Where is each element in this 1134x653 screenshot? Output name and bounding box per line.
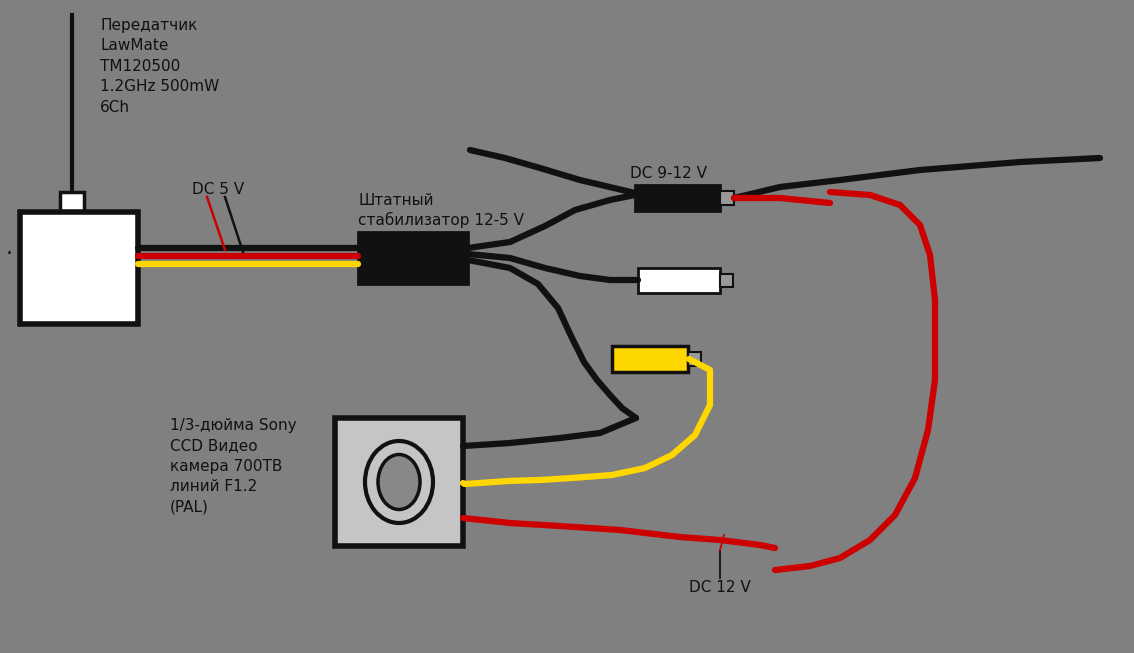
Ellipse shape — [378, 454, 420, 509]
Bar — [720, 274, 733, 287]
Text: DC 9-12 V: DC 9-12 V — [631, 166, 706, 181]
Bar — [635, 185, 720, 211]
Ellipse shape — [365, 441, 433, 523]
Bar — [720, 191, 734, 205]
Bar — [688, 352, 701, 366]
Bar — [335, 418, 463, 546]
Text: 1/3-дюйма Sony
CCD Видео
камера 700ТВ
линий F1.2
(PAL): 1/3-дюйма Sony CCD Видео камера 700ТВ ли… — [170, 418, 297, 515]
Bar — [20, 212, 138, 324]
Text: Передатчик
LawMate
TM120500
1.2GHz 500mW
6Ch: Передатчик LawMate TM120500 1.2GHz 500mW… — [100, 18, 219, 114]
Bar — [638, 268, 720, 293]
Text: DC 5 V: DC 5 V — [192, 182, 244, 197]
Bar — [60, 192, 84, 212]
Text: DC 12 V: DC 12 V — [689, 580, 751, 595]
Bar — [612, 346, 688, 372]
Text: Штатный
стабилизатор 12-5 V: Штатный стабилизатор 12-5 V — [358, 193, 524, 228]
Bar — [358, 232, 468, 284]
Text: .: . — [6, 238, 12, 258]
